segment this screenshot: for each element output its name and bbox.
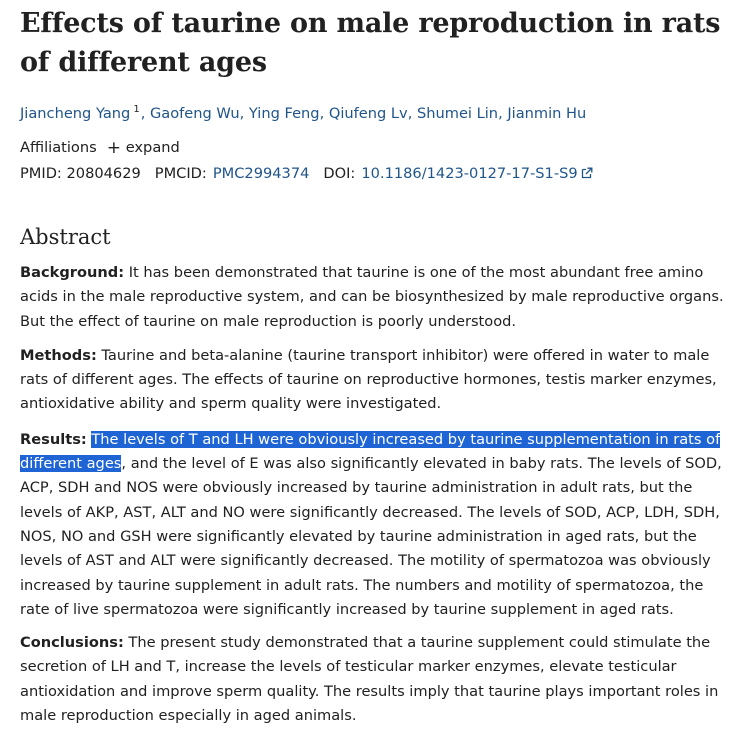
author-link[interactable]: Ying Feng: [248, 105, 320, 122]
pmid-label: PMID:: [20, 165, 62, 182]
pmcid-link[interactable]: PMC2994374: [212, 165, 310, 182]
plus-icon: +: [106, 138, 121, 158]
affiliations-label: Affiliations: [20, 139, 97, 156]
doi-link[interactable]: 10.1186/1423-0127-17-S1-S9: [361, 163, 593, 185]
abstract-conclusions: Conclusions: The present study demonstra…: [20, 631, 731, 728]
external-link-icon: [581, 167, 593, 179]
doi-label: DOI:: [323, 165, 356, 182]
pmid-value: 20804629: [66, 165, 141, 182]
author-link[interactable]: Gaofeng Wu: [149, 105, 240, 122]
abstract-heading: Abstract: [20, 225, 111, 249]
author-link[interactable]: Jianmin Hu: [507, 105, 587, 122]
results-label: Results:: [20, 430, 87, 448]
doi-value: 10.1186/1423-0127-17-S1-S9: [361, 165, 578, 182]
author-link[interactable]: Qiufeng Lv: [328, 105, 408, 122]
methods-text: Taurine and beta-alanine (taurine transp…: [20, 346, 717, 413]
author-list: Jiancheng Yang 1, Gaofeng Wu, Ying Feng, …: [20, 104, 587, 122]
article-title: Effects of taurine on male reproduction …: [20, 8, 721, 78]
pmcid-label: PMCID:: [154, 165, 207, 182]
expand-affiliations-button[interactable]: + expand: [107, 137, 180, 159]
results-text: , and the level of E was also significan…: [20, 455, 722, 618]
background-label: Background:: [20, 264, 125, 281]
abstract-methods: Methods: Taurine and beta-alanine (tauri…: [20, 344, 731, 417]
affiliation-superscript[interactable]: 1: [133, 104, 140, 115]
background-text: It has been demonstrated that taurine is…: [20, 264, 724, 330]
conclusions-label: Conclusions:: [20, 634, 124, 652]
expand-label: expand: [125, 139, 180, 156]
author-link[interactable]: Shumei Lin: [416, 105, 499, 122]
abstract-results: Results: The levels of T and LH were obv…: [20, 428, 731, 622]
methods-label: Methods:: [20, 346, 97, 364]
abstract-background: Background: It has been demonstrated tha…: [20, 261, 731, 334]
affiliations-row: Affiliations + expand: [20, 137, 731, 159]
conclusions-text: The present study demonstrated that a ta…: [20, 634, 719, 725]
author-link[interactable]: Jiancheng Yang: [20, 105, 131, 122]
identifiers-row: PMID: 20804629 PMCID: PMC2994374 DOI: 10.1…: [20, 163, 731, 185]
